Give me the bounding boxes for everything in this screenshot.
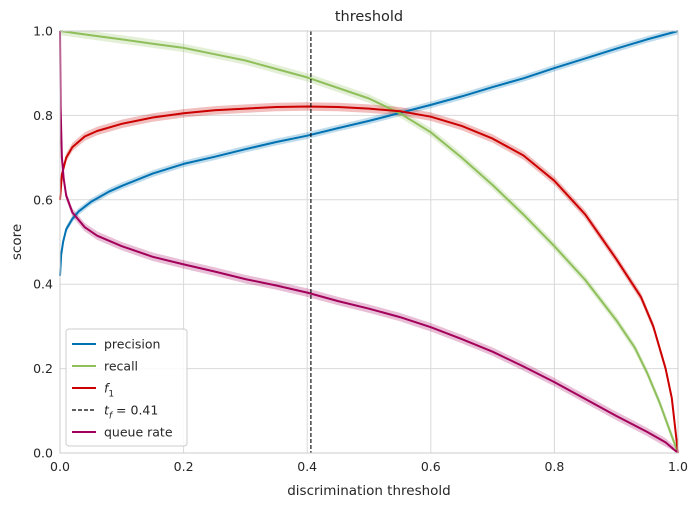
y-tick-label: 0.2 xyxy=(33,361,53,376)
queue-rate-line xyxy=(59,30,679,454)
x-axis-label: discrimination threshold xyxy=(287,483,451,499)
f1-line xyxy=(59,105,679,454)
x-tick-label: 1.0 xyxy=(668,459,688,474)
legend-label-t-f-0-41: tf = 0.41 xyxy=(104,403,158,422)
x-tick-label: 0.0 xyxy=(50,459,70,474)
precision-band xyxy=(60,31,678,280)
x-tick-label: 0.6 xyxy=(421,459,441,474)
y-tick-label: 1.0 xyxy=(33,24,53,39)
chart-title: threshold xyxy=(335,9,403,25)
x-tick-label: 0.8 xyxy=(544,459,564,474)
recall-line xyxy=(59,30,679,454)
x-tick-labels: 0.0 0.2 0.4 0.6 0.8 1.0 xyxy=(50,459,688,474)
confidence-bands xyxy=(60,31,678,454)
recall-band xyxy=(60,31,678,453)
precision-line xyxy=(59,30,679,276)
legend-label-precision: precision xyxy=(104,337,160,352)
legend: precision recall f1 tf = 0.41 queue rate xyxy=(65,328,188,447)
y-tick-label: 0.6 xyxy=(33,192,53,207)
y-tick-label: 0.4 xyxy=(33,277,53,292)
y-tick-label: 0.0 xyxy=(33,446,53,461)
legend-box xyxy=(65,328,188,447)
legend-label-queue-rate: queue rate xyxy=(104,425,173,440)
plot-frame xyxy=(59,30,679,454)
x-tick-label: 0.4 xyxy=(297,459,317,474)
y-tick-labels: 0.0 0.2 0.4 0.6 0.8 1.0 xyxy=(33,24,53,461)
y-axis-label: score xyxy=(9,224,25,260)
x-tick-label: 0.2 xyxy=(174,459,194,474)
legend-label-f1: f1 xyxy=(104,381,114,400)
series-lines xyxy=(59,30,679,454)
y-tick-label: 0.8 xyxy=(33,108,53,123)
legend-label-recall: recall xyxy=(104,359,138,374)
